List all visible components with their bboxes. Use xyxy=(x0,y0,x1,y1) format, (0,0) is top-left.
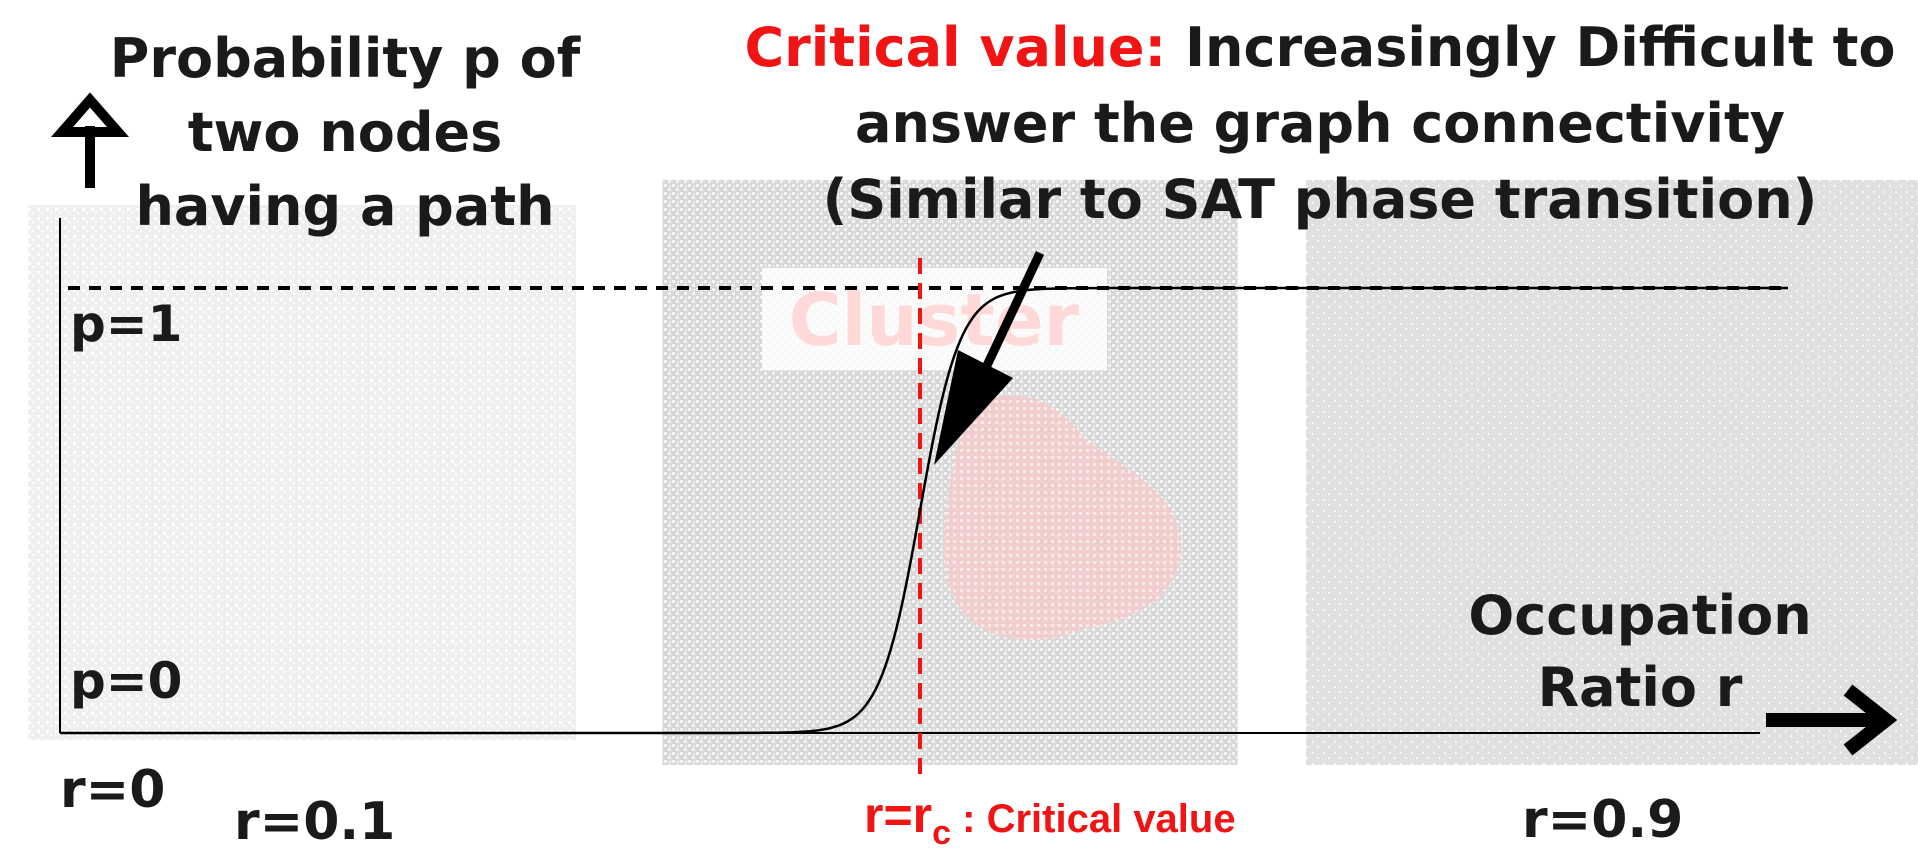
critical-prefix: Critical value: xyxy=(744,16,1166,79)
x-axis-label: Occupation Ratio r xyxy=(1440,580,1840,724)
critical-annotation-line-3: (Similar to SAT phase transition) xyxy=(730,162,1910,238)
y-axis-label: Probability p of two nodes having a path xyxy=(60,22,630,244)
critical-line-1-text: Increasingly Difficult to xyxy=(1185,16,1896,79)
critical-value-label: r=rc : Critical value xyxy=(864,786,1236,853)
rc-subscript: c xyxy=(932,814,951,852)
critical-annotation-line-1: Critical value: Increasingly Difficult t… xyxy=(730,10,1910,86)
critical-annotation-line-2: answer the graph connectivity xyxy=(730,86,1910,162)
y-axis-label-line-1: Probability p of xyxy=(60,22,630,96)
y-axis-label-line-2: two nodes xyxy=(60,96,630,170)
y-axis-label-line-3: having a path xyxy=(60,170,630,244)
x-axis-label-line-2: Ratio r xyxy=(1440,652,1840,724)
r0-label: r=0 xyxy=(60,760,165,820)
r09-label: r=0.9 xyxy=(1522,790,1683,850)
rc-suffix: : Critical value xyxy=(951,797,1236,841)
cluster-watermark: Cluster xyxy=(789,278,1080,362)
critical-annotation: Critical value: Increasingly Difficult t… xyxy=(730,10,1910,238)
background-panel-critical xyxy=(662,180,1238,765)
rc-r: r=r xyxy=(864,787,932,843)
p0-label: p=0 xyxy=(70,652,182,710)
x-axis-label-line-1: Occupation xyxy=(1440,580,1840,652)
r01-label: r=0.1 xyxy=(234,792,395,852)
p1-label: p=1 xyxy=(70,295,182,353)
